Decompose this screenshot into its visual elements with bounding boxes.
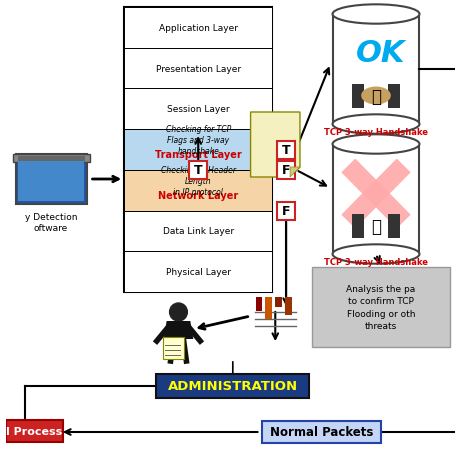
Text: T: T [281, 144, 290, 157]
Bar [277, 162, 294, 179]
Bar [387, 214, 399, 238]
Bar [124, 211, 272, 252]
Text: F: F [281, 205, 290, 217]
Bar [189, 162, 207, 179]
Bar [352, 84, 364, 108]
Ellipse shape [332, 135, 419, 154]
Bar [17, 157, 85, 162]
Text: 🤝: 🤝 [370, 87, 380, 105]
Text: ADMINISTRATION: ADMINISTRATION [167, 379, 297, 393]
Text: l Process: l Process [6, 426, 62, 436]
Bar [284, 298, 291, 315]
Bar [332, 145, 419, 254]
Bar [156, 374, 308, 398]
Text: Data Link Layer: Data Link Layer [162, 227, 233, 236]
Bar [311, 268, 449, 347]
Polygon shape [289, 167, 299, 177]
Bar [262, 421, 380, 443]
Bar [277, 202, 294, 220]
Text: Analysis the pa
to confirm TCP
Flooding or oth
threats: Analysis the pa to confirm TCP Flooding … [345, 284, 415, 330]
Bar [124, 8, 272, 293]
Bar [124, 130, 272, 171]
Bar [13, 155, 89, 162]
Text: Physical Layer: Physical Layer [165, 268, 230, 277]
Text: F: F [281, 164, 290, 177]
Bar [275, 298, 282, 307]
Text: Presentation Layer: Presentation Layer [155, 65, 240, 73]
Polygon shape [250, 113, 299, 177]
Text: TCP 3-way Handshake: TCP 3-way Handshake [324, 258, 427, 267]
Text: Session Layer: Session Layer [167, 105, 229, 114]
Ellipse shape [332, 245, 419, 264]
Bar [387, 84, 399, 108]
Bar [265, 298, 272, 319]
Ellipse shape [332, 5, 419, 25]
Bar [19, 157, 83, 202]
Bar [124, 49, 272, 89]
Text: Checking for TCP
Flags and 3-way
handshake: Checking for TCP Flags and 3-way handsha… [165, 125, 230, 156]
Text: Normal Packets: Normal Packets [269, 425, 373, 439]
Ellipse shape [360, 87, 390, 105]
Text: OK: OK [355, 39, 405, 68]
Circle shape [169, 303, 187, 321]
Ellipse shape [332, 115, 419, 134]
Bar [15, 155, 86, 205]
Bar [5, 420, 63, 442]
Bar [124, 89, 272, 130]
Bar [332, 15, 419, 125]
Text: Network Layer: Network Layer [158, 191, 238, 201]
Bar [277, 141, 294, 159]
Text: 🤝: 🤝 [370, 217, 380, 235]
Bar [124, 171, 272, 211]
Text: y Detection
oftware: y Detection oftware [25, 212, 77, 233]
Text: TCP 3-way Handshake: TCP 3-way Handshake [324, 128, 427, 136]
Bar [352, 214, 364, 238]
Bar [124, 8, 272, 49]
Bar [124, 252, 272, 293]
Text: Application Layer: Application Layer [158, 24, 237, 33]
Text: Transport Layer: Transport Layer [155, 149, 241, 159]
Bar [162, 337, 184, 359]
Text: Checking IP Header
Length
in IP protocol: Checking IP Header Length in IP protocol [160, 165, 235, 197]
Bar [255, 298, 262, 311]
Text: T: T [193, 164, 202, 177]
Polygon shape [163, 321, 193, 339]
